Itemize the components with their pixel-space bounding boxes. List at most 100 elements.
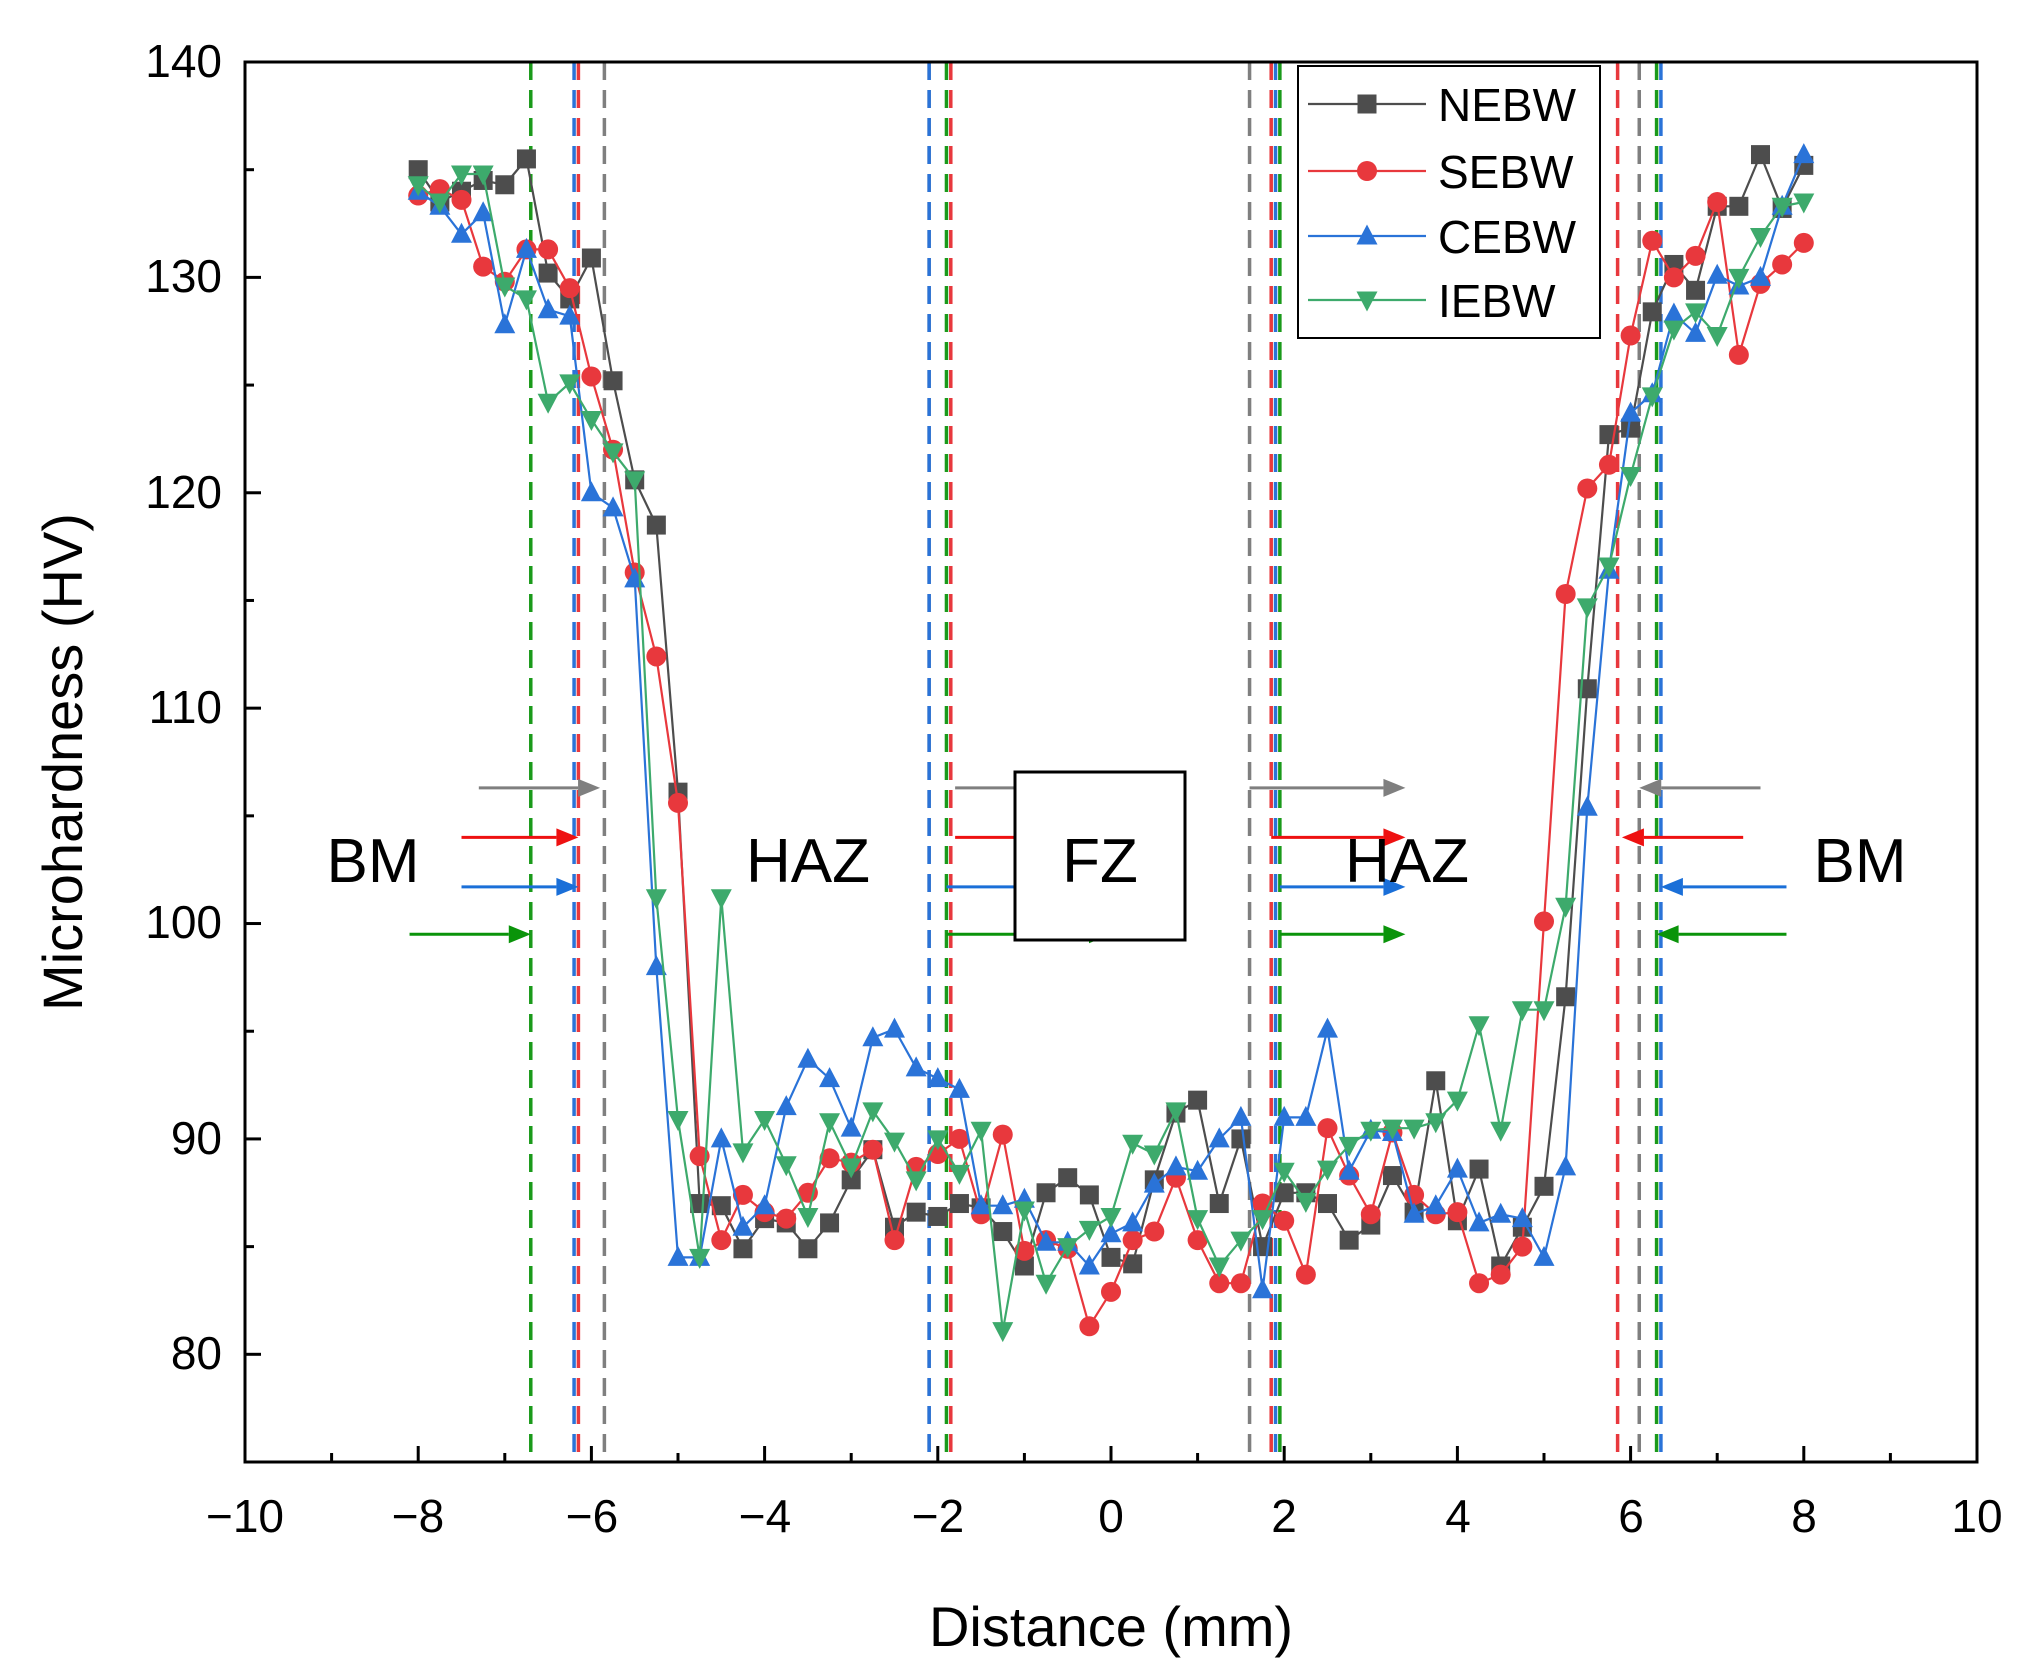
data-point-iebw xyxy=(1078,1220,1100,1241)
data-point-sebw xyxy=(1230,1273,1251,1294)
data-point-iebw xyxy=(797,1207,819,1228)
data-point-iebw xyxy=(1057,1238,1079,1259)
data-point-iebw xyxy=(1750,227,1771,248)
data-point-sebw xyxy=(1555,584,1576,604)
data-point-sebw xyxy=(1577,478,1598,499)
data-point-sebw xyxy=(1014,1240,1035,1261)
y-tick-labels: 80 90 100 110 120 130 140 xyxy=(145,35,222,1379)
data-point-cebw xyxy=(927,1067,949,1088)
data-point-iebw xyxy=(1122,1134,1144,1155)
data-point-iebw xyxy=(970,1121,992,1142)
data-point-nebw xyxy=(581,248,601,268)
data-point-iebw xyxy=(1165,1102,1187,1123)
x-tick-label: −4 xyxy=(739,1490,791,1542)
arrow-head-sebw xyxy=(1383,828,1406,847)
arrow-head-cebw xyxy=(1383,877,1406,896)
data-point-cebw xyxy=(1165,1155,1187,1176)
data-point-iebw xyxy=(645,889,667,910)
data-point-sebw xyxy=(776,1208,797,1229)
data-point-nebw xyxy=(949,1194,969,1214)
data-point-sebw xyxy=(732,1184,753,1205)
data-point-iebw xyxy=(862,1102,884,1123)
data-point-nebw xyxy=(1751,145,1770,165)
data-point-cebw xyxy=(797,1047,819,1068)
x-tick-labels: −10 −8 −6 −4 −2 0 2 4 6 8 10 xyxy=(206,1490,2003,1542)
data-point-sebw xyxy=(1209,1273,1230,1294)
data-point-iebw xyxy=(1208,1257,1230,1278)
legend-label-cebw: CEBW xyxy=(1438,211,1577,263)
data-point-nebw xyxy=(733,1239,753,1259)
data-point-sebw xyxy=(862,1139,883,1160)
data-point-nebw xyxy=(1036,1183,1056,1203)
data-point-nebw xyxy=(1014,1256,1034,1276)
data-point-sebw xyxy=(646,646,667,667)
data-point-iebw xyxy=(515,290,537,311)
data-point-nebw xyxy=(516,149,536,169)
data-point-iebw xyxy=(948,1164,970,1185)
data-point-nebw xyxy=(1274,1183,1294,1203)
data-point-cebw xyxy=(732,1215,754,1236)
data-point-cebw xyxy=(667,1245,689,1266)
data-point-cebw xyxy=(1230,1105,1252,1126)
x-tick-label: 10 xyxy=(1951,1490,2002,1542)
zone-label-bm-right: BM xyxy=(1814,827,1907,896)
data-point-cebw xyxy=(970,1194,992,1215)
data-point-nebw xyxy=(711,1196,731,1216)
data-point-cebw xyxy=(1750,265,1771,286)
data-point-sebw xyxy=(1512,1236,1533,1257)
data-point-iebw xyxy=(1793,193,1815,214)
data-point-iebw xyxy=(1035,1274,1057,1295)
data-point-iebw xyxy=(1230,1231,1252,1252)
data-point-iebw xyxy=(927,1130,949,1151)
data-point-sebw xyxy=(668,792,688,813)
data-point-nebw xyxy=(1642,302,1662,322)
data-point-nebw xyxy=(495,175,515,195)
data-point-sebw xyxy=(1274,1210,1295,1231)
data-point-iebw xyxy=(1446,1091,1468,1112)
data-point-cebw xyxy=(1446,1157,1468,1178)
arrow-head-sebw xyxy=(1621,828,1644,847)
data-point-sebw xyxy=(1144,1221,1165,1242)
data-point-nebw xyxy=(841,1170,861,1190)
data-point-cebw xyxy=(580,481,602,502)
arrow-head-cebw xyxy=(1660,877,1683,896)
data-point-iebw xyxy=(1490,1121,1512,1142)
data-point-cebw xyxy=(1208,1127,1230,1148)
data-point-nebw xyxy=(1079,1185,1099,1205)
data-point-iebw xyxy=(1598,557,1620,578)
data-point-sebw xyxy=(992,1124,1013,1145)
data-point-cebw xyxy=(1338,1159,1360,1180)
legend: NEBW SEBW CEBW IEBW xyxy=(1297,65,1601,339)
data-point-nebw xyxy=(1534,1176,1554,1196)
data-point-sebw xyxy=(1295,1264,1316,1285)
data-point-cebw xyxy=(559,304,581,325)
data-point-nebw xyxy=(1469,1159,1489,1179)
data-point-iebw xyxy=(992,1322,1014,1343)
data-point-cebw xyxy=(494,313,516,334)
data-point-cebw xyxy=(1122,1211,1144,1232)
data-point-iebw xyxy=(407,176,429,197)
fz-label-box xyxy=(1013,770,1187,942)
data-point-nebw xyxy=(1339,1230,1359,1250)
arrow-head-iebw xyxy=(1656,925,1679,944)
data-point-cebw xyxy=(905,1056,927,1077)
data-point-nebw xyxy=(1188,1090,1208,1110)
data-point-nebw xyxy=(993,1222,1013,1242)
data-point-sebw xyxy=(711,1230,732,1251)
data-point-sebw xyxy=(1404,1184,1425,1205)
data-point-sebw xyxy=(1728,344,1749,365)
data-point-cebw xyxy=(1511,1207,1533,1228)
legend-label-iebw: IEBW xyxy=(1438,275,1556,327)
data-point-iebw xyxy=(429,193,451,214)
x-tick-label: 6 xyxy=(1618,1490,1644,1542)
data-point-cebw xyxy=(1187,1159,1209,1180)
data-point-iebw xyxy=(905,1171,927,1192)
data-point-iebw xyxy=(1771,197,1793,218)
data-point-cebw xyxy=(1273,1105,1295,1126)
data-point-iebw xyxy=(1317,1160,1338,1181)
data-series xyxy=(407,143,1815,1343)
data-point-cebw xyxy=(602,496,624,517)
y-axis-title: Microhardness (HV) xyxy=(31,513,94,1011)
data-point-sebw xyxy=(1534,911,1554,932)
legend-key-marker-iebw xyxy=(1356,291,1378,312)
